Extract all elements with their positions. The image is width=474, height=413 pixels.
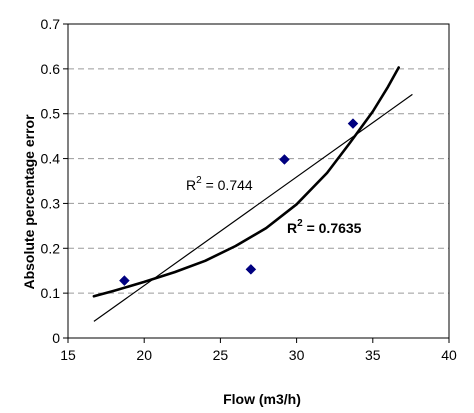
r2-label-curve: R2 = 0.7635 xyxy=(287,218,362,236)
r2-curve-prefix: R xyxy=(287,220,297,236)
r2-label-linear: R2 = 0.744 xyxy=(186,175,253,193)
y-tick-label-7: 0.7 xyxy=(41,16,61,32)
data-points xyxy=(119,118,359,286)
grid-lines xyxy=(68,23,449,294)
x-tick-label-1: 20 xyxy=(136,347,152,363)
x-tick-label-4: 35 xyxy=(365,347,381,363)
r2-linear-prefix: R xyxy=(186,177,196,193)
trendlines xyxy=(92,66,413,322)
trendline-linear xyxy=(93,93,413,322)
y-tick-label-6: 0.6 xyxy=(41,61,61,77)
axes xyxy=(63,23,450,343)
x-tick-label-2: 25 xyxy=(213,347,229,363)
x-tick-label-5: 40 xyxy=(441,347,457,363)
tick-labels: 0 0.1 0.2 0.3 0.4 0.5 0.6 0.7 15 20 25 30 35 40 xyxy=(41,16,457,363)
data-point-3 xyxy=(347,118,359,129)
r2-curve-exponent: 2 xyxy=(297,218,303,229)
y-tick-label-2: 0.2 xyxy=(41,240,61,256)
y-tick-label-5: 0.5 xyxy=(41,106,61,122)
data-point-1 xyxy=(245,264,257,275)
y-axis-title: Absolute percentage error xyxy=(21,114,37,290)
r2-linear-exponent: 2 xyxy=(196,175,202,186)
data-point-0 xyxy=(119,275,130,286)
x-axis-title: Flow (m3/h) xyxy=(223,391,301,407)
trendline-curve xyxy=(92,66,400,298)
y-tick-label-1: 0.1 xyxy=(41,285,61,301)
y-tick-label-0: 0 xyxy=(52,330,60,346)
x-tick-label-0: 15 xyxy=(60,347,76,363)
y-tick-label-3: 0.3 xyxy=(41,195,61,211)
r2-curve-value: = 0.7635 xyxy=(303,220,362,236)
y-tick-label-4: 0.4 xyxy=(41,151,61,167)
x-tick-label-3: 30 xyxy=(289,347,305,363)
data-point-2 xyxy=(279,154,290,165)
r2-linear-value: = 0.744 xyxy=(202,177,253,193)
plot-frame xyxy=(67,23,450,339)
